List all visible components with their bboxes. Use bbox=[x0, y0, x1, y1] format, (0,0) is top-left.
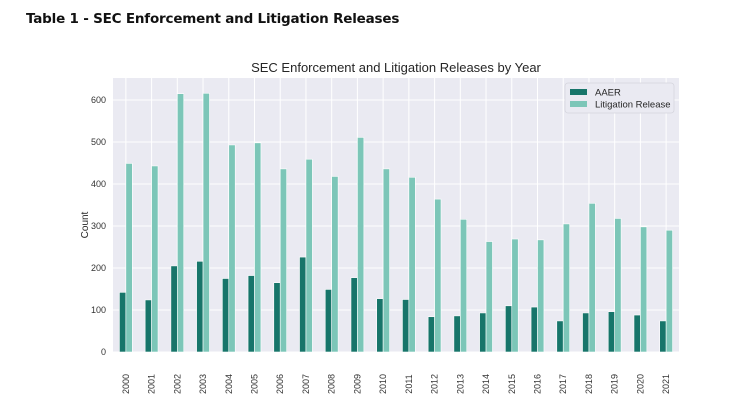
aaer-bar bbox=[144, 299, 152, 353]
litigation-release-bar bbox=[228, 144, 236, 353]
document-heading: Table 1 - SEC Enforcement and Litigation… bbox=[26, 11, 400, 27]
aaer-bar bbox=[659, 320, 667, 353]
bars bbox=[119, 92, 673, 353]
aaer-bar bbox=[402, 299, 410, 353]
y-tick-label: 600 bbox=[91, 95, 106, 105]
litigation-release-bar bbox=[151, 165, 159, 353]
aaer-bar bbox=[479, 312, 487, 353]
y-tick-label: 400 bbox=[91, 179, 106, 189]
chart-title: SEC Enforcement and Litigation Releases … bbox=[251, 60, 541, 75]
aaer-bar bbox=[119, 292, 127, 353]
legend-label: AAER bbox=[595, 88, 621, 99]
aaer-bar bbox=[350, 277, 358, 353]
x-tick-label: 2001 bbox=[147, 374, 157, 394]
x-tick-label: 2006 bbox=[275, 374, 285, 394]
litigation-release-bar bbox=[382, 168, 390, 353]
y-tick-label: 100 bbox=[91, 305, 106, 315]
aaer-bar bbox=[222, 278, 230, 353]
x-tick-label: 2008 bbox=[327, 374, 337, 394]
x-tick-label: 2004 bbox=[224, 374, 234, 394]
legend-label: Litigation Release bbox=[595, 100, 671, 111]
litigation-release-bar bbox=[177, 93, 185, 353]
litigation-release-bar bbox=[537, 239, 545, 353]
aaer-bar bbox=[247, 275, 255, 353]
aaer-bar bbox=[556, 320, 564, 353]
x-tick-label: 2009 bbox=[352, 374, 362, 394]
litigation-release-bar bbox=[408, 176, 416, 353]
aaer-bar bbox=[273, 282, 281, 353]
x-tick-label: 2015 bbox=[507, 374, 517, 394]
aaer-bar bbox=[505, 305, 513, 353]
aaer-bar bbox=[196, 260, 204, 353]
x-axis-ticks: 2000 2001 2002 2003 2004 2005 2006 2007 2008 2009… bbox=[121, 374, 671, 394]
aaer-bar bbox=[453, 315, 461, 353]
y-axis-label: Count bbox=[80, 211, 91, 238]
aaer-bar bbox=[170, 265, 178, 353]
aaer-bar bbox=[427, 316, 435, 353]
x-tick-label: 2016 bbox=[533, 374, 543, 394]
y-tick-label: 500 bbox=[91, 137, 106, 147]
aaer-bar bbox=[633, 314, 641, 353]
litigation-release-bar bbox=[305, 158, 313, 353]
litigation-release-bar bbox=[125, 163, 133, 353]
litigation-release-bar bbox=[485, 241, 493, 353]
litigation-release-bar bbox=[614, 218, 622, 353]
x-tick-label: 2021 bbox=[661, 374, 671, 394]
aaer-bar bbox=[376, 298, 384, 353]
y-tick-label: 0 bbox=[101, 347, 106, 357]
x-tick-label: 2005 bbox=[250, 374, 260, 394]
x-tick-label: 2012 bbox=[430, 374, 440, 394]
x-tick-label: 2000 bbox=[121, 374, 131, 394]
litigation-release-bar bbox=[588, 203, 596, 353]
x-tick-label: 2002 bbox=[172, 374, 182, 394]
y-axis-ticks: 0 100 200 300 400 500 600 bbox=[91, 95, 106, 357]
litigation-release-bar bbox=[357, 137, 365, 353]
litigation-release-bar bbox=[254, 142, 262, 353]
aaer-bar bbox=[324, 289, 332, 353]
aaer-bar bbox=[607, 311, 615, 353]
x-tick-label: 2020 bbox=[635, 374, 645, 394]
litigation-release-bar bbox=[279, 168, 287, 353]
legend-swatch-litigation bbox=[570, 101, 587, 107]
litigation-release-bar bbox=[434, 198, 442, 353]
litigation-release-bar bbox=[640, 226, 648, 353]
x-tick-label: 2011 bbox=[404, 374, 414, 393]
aaer-bar bbox=[582, 312, 590, 353]
aaer-bar bbox=[530, 306, 538, 353]
litigation-release-bar bbox=[511, 238, 519, 353]
legend-box bbox=[564, 82, 675, 114]
x-tick-label: 2018 bbox=[584, 374, 594, 394]
y-tick-label: 300 bbox=[91, 221, 106, 231]
litigation-release-bar bbox=[562, 223, 570, 353]
x-tick-label: 2013 bbox=[455, 374, 465, 394]
x-tick-label: 2007 bbox=[301, 374, 311, 394]
y-tick-label: 200 bbox=[91, 263, 106, 273]
legend-swatch-aaer bbox=[570, 89, 587, 95]
x-tick-label: 2014 bbox=[481, 374, 491, 394]
aaer-bar bbox=[299, 256, 307, 353]
x-tick-label: 2017 bbox=[558, 374, 568, 394]
litigation-release-bar bbox=[460, 218, 468, 353]
x-tick-label: 2019 bbox=[610, 374, 620, 394]
litigation-release-bar bbox=[665, 229, 673, 353]
x-tick-label: 2010 bbox=[378, 374, 388, 394]
x-tick-label: 2003 bbox=[198, 374, 208, 394]
litigation-release-bar bbox=[202, 92, 210, 353]
litigation-release-bar bbox=[331, 176, 339, 353]
